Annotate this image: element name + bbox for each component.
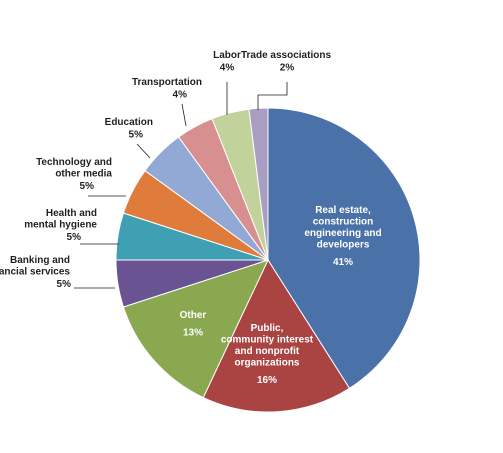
slice-label-technology-and-other-media: Technology and other media [36, 157, 112, 180]
pie-slice-real-estate-construction-engineering-and-developers [267, 107, 421, 390]
slice-value-other: 13% [183, 328, 203, 339]
pie-slice-other [122, 259, 269, 399]
slice-value-public-community-interest-and-nonprofit-organizations: 16% [257, 375, 277, 386]
slice-label-banking-and-financial-services: Banking andfinancial services [0, 255, 70, 278]
slice-label-education: Education [105, 117, 153, 128]
slice-value-labor: 4% [220, 63, 235, 74]
slice-value-transportation: 4% [173, 90, 188, 101]
slice-label-trade-associations: Trade associations [241, 50, 331, 61]
pie-slices [115, 107, 421, 413]
leader-line-transportation [181, 103, 187, 127]
leader-line-education [136, 143, 151, 159]
slice-label-real-estate-construction-engineering-and-developers: Real estate, construction engineering and d… [304, 205, 381, 251]
leader-line-trade-associations [257, 82, 288, 110]
slice-value-banking-and-financial-services: 5% [57, 279, 72, 290]
pie-slice-public-community-interest-and-nonprofit-organizations [202, 258, 351, 413]
slice-label-transportation: Transportation [132, 77, 202, 88]
slice-value-education: 5% [129, 130, 144, 141]
pie-slice-trade-associations [248, 107, 269, 261]
leader-lines [74, 82, 288, 289]
slice-value-trade-associations: 2% [280, 63, 295, 74]
slice-labels: Real estate, construction engineering and d… [0, 50, 382, 386]
slice-value-technology-and-other-media: 5% [80, 181, 95, 192]
slice-label-labor: Labor [213, 50, 241, 61]
slice-label-health-and-mental-hygiene: Health and mental hygiene [24, 208, 97, 231]
slice-label-public-community-interest-and-nonprofit-organizations: Public, community interest and nonprofit or… [221, 323, 314, 369]
slice-label-other: Other [180, 310, 207, 321]
slice-value-health-and-mental-hygiene: 5% [67, 232, 82, 243]
slice-value-real-estate-construction-engineering-and-developers: 41% [333, 257, 353, 268]
